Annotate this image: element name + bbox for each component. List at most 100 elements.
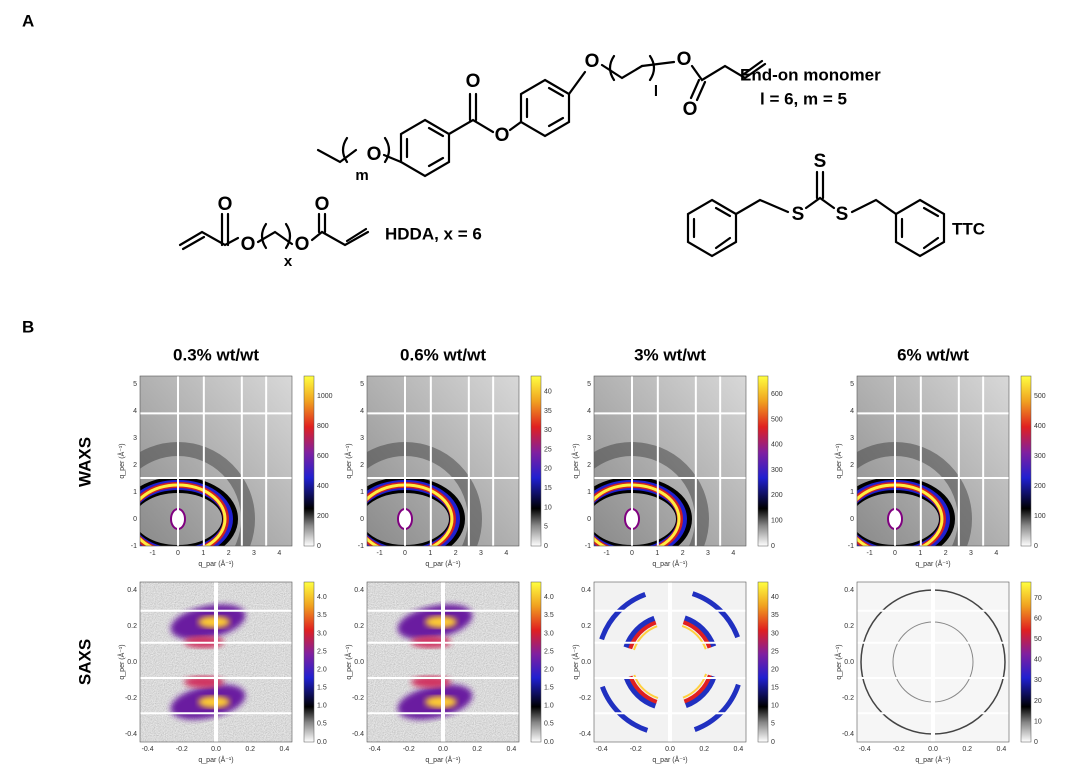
ring (525, 86, 565, 128)
colorbar-tick-label: 4.0 (544, 594, 554, 601)
scattering-image: -0.4 -0.2 0.0 0.2 0.4 -0.4 -0.2 0.0 0.2 0.4 q_par … (834, 581, 1042, 764)
x-tick-label: 2 (454, 550, 458, 557)
frame (139, 581, 293, 743)
y-axis-label: q_per (Å⁻¹) (834, 443, 843, 478)
colorbar (757, 581, 769, 743)
y-tick-label: 0.4 (354, 587, 364, 594)
colorbar (303, 581, 315, 743)
y-axis-label: q_per (Å⁻¹) (571, 443, 580, 478)
colorbar-tick-label: 100 (1034, 513, 1046, 520)
bond (468, 92, 478, 122)
x-tick-label: 0.2 (245, 746, 255, 753)
colorbar (757, 375, 769, 547)
image-content (857, 582, 1009, 742)
bracket (341, 136, 391, 164)
molecule-name: End-on monomer (740, 65, 881, 84)
atom: S (836, 204, 849, 225)
colorbar-tick-label: 300 (1034, 453, 1046, 460)
colorbar-tick-label: 3.0 (544, 630, 554, 637)
y-tick-label: -0.2 (842, 695, 854, 702)
colorbar-tick-label: 0 (1034, 543, 1038, 550)
y-tick-label: 1 (850, 489, 854, 496)
colorbar-tick-label: 500 (771, 416, 783, 423)
panel-b: B WAXS SAXS 0.3% wt/wt -1 0 1 2 3 4 -1 0 1 2 3 4 5 q_p… (22, 317, 1046, 763)
colorbar-tick-label: 1.5 (317, 685, 327, 692)
scattering-image: -0.4 -0.2 0.0 0.2 0.4 -0.4 -0.2 0.0 0.2 0.4 q_par … (344, 581, 554, 764)
column-title: 0.6% wt/wt (400, 345, 486, 364)
colorbar (530, 581, 542, 743)
colorbar-tick-label: 600 (317, 453, 329, 460)
colorbar-tick-label: 500 (1034, 393, 1046, 400)
y-tick-label: 0.4 (844, 587, 854, 594)
y-tick-label: 3 (587, 435, 591, 442)
colorbar-tick-label: 40 (771, 594, 779, 601)
colorbar-tick-label: 20 (544, 466, 552, 473)
y-tick-label: 5 (133, 381, 137, 388)
frame (856, 581, 1010, 743)
x-tick-label: 4 (504, 550, 508, 557)
ring (405, 126, 445, 168)
colorbar-tick-label: 0 (317, 543, 321, 550)
subscript: l (654, 83, 658, 100)
x-tick-label: 0 (893, 550, 897, 557)
bond (567, 70, 587, 96)
bond (310, 230, 370, 247)
x-tick-label: 0 (176, 550, 180, 557)
scattering-image: -1 0 1 2 3 4 -1 0 1 2 3 4 5 q_par (Å⁻¹) q_per (Å⁻¹) 0 10… (571, 375, 783, 568)
x-tick-label: 0.2 (962, 746, 972, 753)
colorbar-tick-label: 2.5 (317, 648, 327, 655)
colorbar-tick-label: 2.0 (317, 666, 327, 673)
colorbar (530, 375, 542, 547)
y-tick-label: 3 (133, 435, 137, 442)
image-content (857, 376, 1009, 546)
x-tick-label: 0.0 (438, 746, 448, 753)
y-tick-label: 2 (587, 462, 591, 469)
atom: O (677, 49, 692, 70)
y-tick-label: 0 (133, 516, 137, 523)
y-tick-label: 0.4 (127, 587, 137, 594)
frame (593, 581, 747, 743)
colorbar-tick-label: 3.5 (317, 612, 327, 619)
colorbar-tick-label: 20 (771, 666, 779, 673)
x-tick-label: -1 (867, 550, 873, 557)
bond (178, 230, 240, 247)
subscript: x (284, 253, 293, 270)
y-tick-label: 0.2 (581, 623, 591, 630)
x-tick-label: 0.4 (734, 746, 744, 753)
y-tick-label: 0.2 (354, 623, 364, 630)
colorbar-tick-label: 20 (1034, 698, 1042, 705)
x-tick-label: 0.4 (997, 746, 1007, 753)
bond (850, 198, 898, 216)
x-axis-label: q_par (Å⁻¹) (425, 755, 460, 764)
scattering-image: -1 0 1 2 3 4 -1 0 1 2 3 4 5 q_par (Å⁻¹) q_per (Å⁻¹) 0 20… (117, 375, 333, 568)
image-content (367, 376, 519, 546)
y-tick-label: 2 (133, 462, 137, 469)
x-tick-label: 1 (428, 550, 432, 557)
y-axis-label: q_per (Å⁻¹) (834, 644, 843, 679)
colorbar-tick-label: 400 (1034, 423, 1046, 430)
y-tick-label: -0.2 (352, 695, 364, 702)
image-content (140, 376, 292, 546)
colorbar-tick-label: 0 (1034, 739, 1038, 746)
bond (256, 230, 294, 246)
ring (686, 198, 738, 258)
ring (692, 206, 732, 250)
x-tick-label: 0.0 (211, 746, 221, 753)
atom: O (683, 99, 698, 120)
colorbar-tick-label: 30 (544, 427, 552, 434)
y-tick-label: -1 (358, 543, 364, 550)
atom: O (466, 71, 481, 92)
molecule-name: HDDA, x = 6 (385, 224, 482, 243)
panel-a: A O m O O O l O O End-on monomer l = 6, … (22, 11, 985, 269)
y-tick-label: 3 (360, 435, 364, 442)
y-tick-label: -0.4 (842, 731, 854, 738)
x-axis-label: q_par (Å⁻¹) (915, 559, 950, 568)
colorbar-tick-label: 40 (544, 389, 552, 396)
colorbar-tick-label: 100 (771, 518, 783, 525)
y-axis-label: q_per (Å⁻¹) (344, 443, 353, 478)
bond (804, 196, 836, 210)
frame (366, 581, 520, 743)
x-tick-label: -0.4 (142, 746, 154, 753)
y-tick-label: -0.4 (125, 731, 137, 738)
image-content (594, 582, 746, 742)
